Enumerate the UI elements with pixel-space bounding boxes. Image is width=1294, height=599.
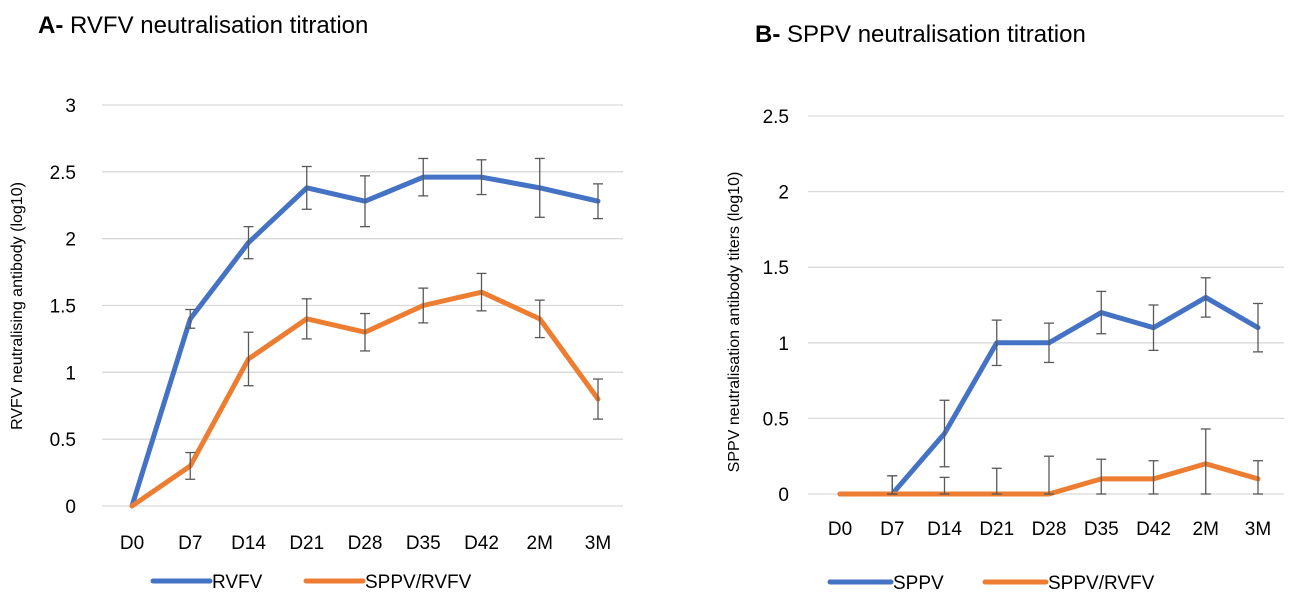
y-tick-label: 3: [65, 96, 76, 117]
x-tick-label: D21: [979, 519, 1014, 540]
error-bar: [185, 308, 196, 329]
error-bar: [593, 378, 603, 420]
error-bar: [243, 225, 254, 260]
legend-label: RVFV: [212, 572, 263, 593]
x-tick-label: D28: [1032, 519, 1067, 540]
error-bar: [185, 451, 196, 480]
chart-title-prefix: B-: [755, 21, 780, 48]
error-bar: [593, 183, 603, 220]
x-tick-label: 2M: [527, 533, 553, 554]
error-bar: [360, 175, 370, 228]
x-tick-label: D21: [289, 533, 324, 554]
y-tick-label: 1.5: [50, 297, 76, 318]
y-tick-label: 1: [65, 363, 76, 384]
error-bar: [991, 467, 1002, 495]
error-bar: [1148, 460, 1159, 495]
error-bar: [887, 475, 898, 495]
legend-label: SPPV/RVFV: [1048, 573, 1155, 594]
error-bar: [1253, 302, 1263, 353]
error-bar: [1044, 322, 1054, 364]
y-tick-label: 1: [778, 334, 789, 355]
y-tick-label: 0: [65, 497, 76, 518]
error-bar: [1096, 290, 1107, 335]
x-tick-label: D35: [1084, 519, 1119, 540]
x-tick-label: D42: [1136, 519, 1171, 540]
y-tick-label: 2.5: [763, 107, 789, 128]
x-tick-label: D0: [120, 533, 144, 554]
error-bar: [418, 287, 429, 324]
error-bar: [991, 319, 1002, 367]
error-bar: [1253, 460, 1263, 495]
error-bar: [939, 476, 950, 495]
x-tick-label: D7: [178, 533, 202, 554]
y-tick-label: 0.5: [763, 409, 789, 430]
error-bar: [243, 331, 254, 387]
error-bar: [301, 165, 312, 210]
error-bar: [534, 299, 545, 339]
x-tick-label: 3M: [1245, 519, 1271, 540]
x-tick-label: D14: [927, 519, 962, 540]
y-tick-label: 0.5: [50, 430, 76, 451]
chart-title-text: SPPV neutralisation titration: [780, 21, 1086, 48]
chart-title: A- RVFV neutralisation titration: [38, 12, 368, 39]
chart-title-prefix: A-: [38, 12, 63, 39]
error-bar: [534, 157, 545, 218]
chart-b: B- SPPV neutralisation titration 0 0.5 1 1.5…: [726, 21, 1284, 594]
x-tick-label: D35: [406, 533, 441, 554]
error-bar: [476, 272, 487, 312]
error-bar: [1200, 428, 1211, 495]
y-tick-label: 2.5: [50, 163, 76, 184]
x-tick-label: 3M: [585, 533, 611, 554]
error-bar: [939, 399, 950, 468]
y-tick-label: 1.5: [763, 258, 789, 279]
x-tick-label: 2M: [1193, 519, 1219, 540]
chart-title: B- SPPV neutralisation titration: [755, 21, 1086, 48]
chart-a: A- RVFV neutralisation titration 0 0.5 1 1.5…: [9, 12, 623, 593]
error-bar: [301, 298, 312, 340]
error-bar: [1200, 277, 1211, 318]
error-bar: [476, 159, 487, 196]
y-tick-label: 2: [65, 230, 76, 251]
y-axis-label: RVFV neutralising antibody (log10): [9, 182, 26, 430]
x-tick-label: D7: [880, 519, 904, 540]
error-bar: [1044, 455, 1054, 495]
legend-label: SPPV/RVFV: [365, 572, 472, 593]
y-tick-label: 0: [778, 485, 789, 506]
chart-title-text: RVFV neutralisation titration: [63, 12, 368, 39]
x-tick-label: D28: [348, 533, 383, 554]
x-tick-label: D0: [828, 519, 852, 540]
error-bar: [418, 157, 429, 197]
error-bar: [1148, 304, 1159, 352]
x-tick-label: D14: [231, 533, 266, 554]
error-bar: [1096, 458, 1107, 495]
y-tick-label: 2: [778, 183, 789, 204]
y-axis-label: SPPV neutralisation antibody titers (log…: [726, 172, 743, 473]
x-tick-label: D42: [464, 533, 499, 554]
legend-label: SPPV: [893, 573, 944, 594]
error-bar: [360, 312, 370, 352]
